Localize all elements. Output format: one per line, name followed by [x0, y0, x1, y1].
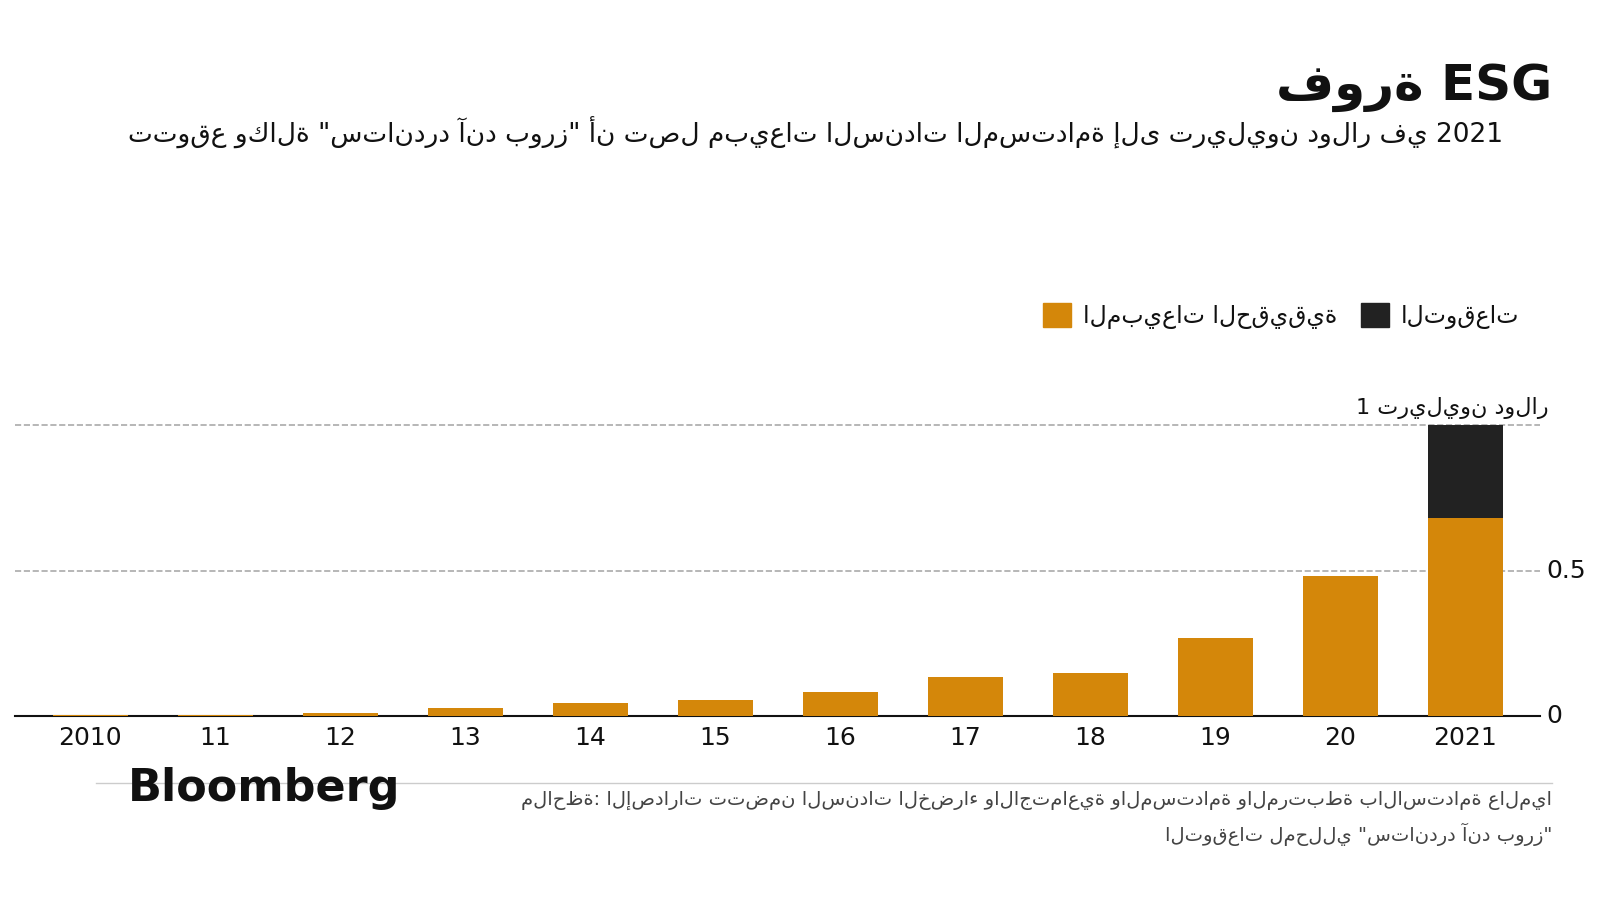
Text: التوقعات لمحللي "ستاندرد آند بورز": التوقعات لمحللي "ستاندرد آند بورز" — [1165, 823, 1552, 846]
Text: فورة ESG: فورة ESG — [1275, 63, 1552, 112]
Legend: المبيعات الحقيقية, التوقعات: المبيعات الحقيقية, التوقعات — [1034, 293, 1528, 338]
Bar — [552, 703, 627, 716]
Bar — [302, 714, 378, 716]
Bar — [1302, 576, 1378, 716]
Bar — [53, 715, 128, 716]
Bar — [678, 700, 752, 716]
Text: ملاحظة: الإصدارات تتضمن السندات الخضراء والاجتماعية والمستدامة والمرتبطة بالاستد: ملاحظة: الإصدارات تتضمن السندات الخضراء … — [522, 791, 1552, 810]
Text: 1 تريليون دولار: 1 تريليون دولار — [1357, 397, 1549, 419]
Bar — [427, 707, 502, 716]
Bar — [928, 677, 1003, 716]
Bar — [1427, 425, 1502, 518]
Text: تتوقع وكالة "ستاندرد آند بورز" أن تصل مبيعات السندات المستدامة إلى تريليون دولار: تتوقع وكالة "ستاندرد آند بورز" أن تصل مب… — [128, 117, 1502, 149]
Text: Bloomberg: Bloomberg — [128, 767, 400, 810]
Bar — [803, 691, 878, 716]
Bar — [1178, 637, 1253, 716]
Bar — [178, 715, 253, 716]
Bar — [1427, 518, 1502, 716]
Text: 0: 0 — [1547, 705, 1563, 728]
Bar — [1053, 672, 1128, 716]
Text: 0.5: 0.5 — [1547, 559, 1586, 582]
